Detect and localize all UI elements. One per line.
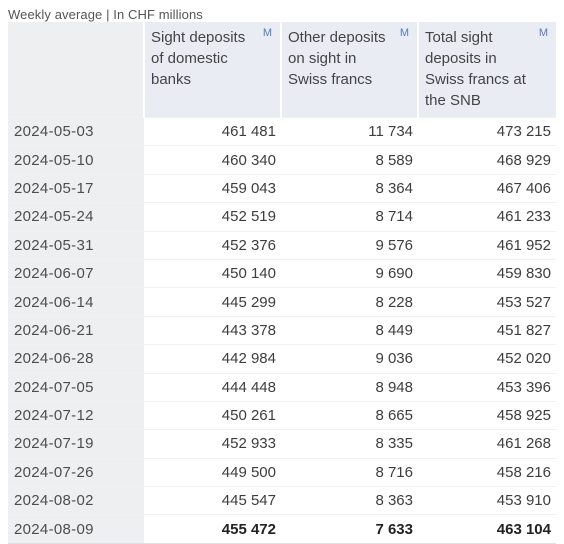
- row-date: 2024-08-02: [8, 486, 144, 515]
- metadata-link[interactable]: M: [538, 27, 548, 39]
- table-cell: 444 448: [144, 372, 281, 402]
- table-row: 2024-06-28 442 984 9 036 452 020: [8, 344, 556, 374]
- table-cell: 461 952: [418, 230, 556, 260]
- row-date: 2024-08-09: [8, 514, 144, 544]
- table-cell: 11 734: [281, 116, 418, 146]
- table-cell: 455 472: [144, 514, 281, 544]
- header-row: Sight deposits of domestic banks M Other…: [8, 22, 556, 118]
- table-cell: 445 547: [144, 486, 281, 515]
- row-date: 2024-06-07: [8, 258, 144, 288]
- table-cell: 467 406: [418, 173, 556, 203]
- column-header-total-deposits: Total sight deposits in Swiss francs at …: [418, 22, 556, 118]
- column-header-label: Total sight deposits in Swiss francs at …: [425, 29, 526, 109]
- column-header-label: Sight deposits of domestic banks: [151, 29, 246, 88]
- table-cell: 443 378: [144, 315, 281, 345]
- table-cell: 8 948: [281, 372, 418, 402]
- table-cell: 8 449: [281, 315, 418, 345]
- table-cell: 8 589: [281, 145, 418, 175]
- table-row: 2024-05-10 460 340 8 589 468 929: [8, 145, 556, 175]
- row-date: 2024-05-03: [8, 116, 144, 146]
- table-cell: 7 633: [281, 514, 418, 544]
- table-cell: 8 364: [281, 173, 418, 203]
- row-date: 2024-07-05: [8, 372, 144, 402]
- sight-deposits-table: Sight deposits of domestic banks M Other…: [8, 22, 556, 544]
- row-date: 2024-07-26: [8, 457, 144, 487]
- table-cell: 473 215: [418, 116, 556, 146]
- row-date: 2024-06-28: [8, 344, 144, 374]
- table-caption: Weekly average | In CHF millions: [8, 7, 203, 22]
- table-cell: 468 929: [418, 145, 556, 175]
- table-cell: 452 519: [144, 202, 281, 232]
- table-cell: 459 043: [144, 173, 281, 203]
- table-cell: 452 376: [144, 230, 281, 260]
- table-cell: 461 481: [144, 116, 281, 146]
- table-row: 2024-07-19 452 933 8 335 461 268: [8, 429, 556, 459]
- table-row: 2024-05-24 452 519 8 714 461 233: [8, 202, 556, 232]
- table-cell: 9 576: [281, 230, 418, 260]
- table-cell: 8 335: [281, 429, 418, 459]
- row-date: 2024-07-19: [8, 429, 144, 459]
- table-cell: 450 140: [144, 258, 281, 288]
- column-header-domestic-banks: Sight deposits of domestic banks M: [144, 22, 282, 118]
- table-cell: 450 261: [144, 400, 281, 430]
- table-row: 2024-07-05 444 448 8 948 453 396: [8, 372, 556, 402]
- column-header-label: Other deposits on sight in Swiss francs: [288, 29, 386, 88]
- table-cell: 8 665: [281, 400, 418, 430]
- table-row: 2024-06-14 445 299 8 228 453 527: [8, 287, 556, 317]
- table-row: 2024-05-31 452 376 9 576 461 952: [8, 230, 556, 260]
- table-row: 2024-06-21 443 378 8 449 451 827: [8, 315, 556, 345]
- table-cell: 451 827: [418, 315, 556, 345]
- table-cell: 445 299: [144, 287, 281, 317]
- table-row: 2024-05-17 459 043 8 364 467 406: [8, 173, 556, 203]
- table-cell: 453 396: [418, 372, 556, 402]
- row-date: 2024-06-21: [8, 315, 144, 345]
- table-cell: 459 830: [418, 258, 556, 288]
- table-cell: 8 228: [281, 287, 418, 317]
- row-date: 2024-05-31: [8, 230, 144, 260]
- table-cell: 452 933: [144, 429, 281, 459]
- table-cell: 461 268: [418, 429, 556, 459]
- table-row: 2024-05-03 461 481 11 734 473 215: [8, 116, 556, 146]
- metadata-link[interactable]: M: [399, 27, 409, 39]
- table-cell: 8 716: [281, 457, 418, 487]
- table-cell: 449 500: [144, 457, 281, 487]
- column-header-other-deposits: Other deposits on sight in Swiss francs …: [281, 22, 419, 118]
- table-row: 2024-08-09 455 472 7 633 463 104: [8, 514, 556, 544]
- row-date: 2024-05-24: [8, 202, 144, 232]
- table-cell: 460 340: [144, 145, 281, 175]
- table-cell: 8 714: [281, 202, 418, 232]
- table-cell: 461 233: [418, 202, 556, 232]
- table-cell: 463 104: [418, 514, 556, 544]
- row-date: 2024-07-12: [8, 400, 144, 430]
- header-corner: [8, 22, 145, 118]
- row-date: 2024-06-14: [8, 287, 144, 317]
- table-row: 2024-07-26 449 500 8 716 458 216: [8, 457, 556, 487]
- table-cell: 8 363: [281, 486, 418, 515]
- table-cell: 453 527: [418, 287, 556, 317]
- table-cell: 452 020: [418, 344, 556, 374]
- row-date: 2024-05-10: [8, 145, 144, 175]
- table-cell: 453 910: [418, 486, 556, 515]
- metadata-link[interactable]: M: [262, 27, 272, 39]
- table-cell: 9 690: [281, 258, 418, 288]
- table-row: 2024-06-07 450 140 9 690 459 830: [8, 258, 556, 288]
- table-cell: 442 984: [144, 344, 281, 374]
- table-cell: 9 036: [281, 344, 418, 374]
- table-cell: 458 925: [418, 400, 556, 430]
- table-row: 2024-07-12 450 261 8 665 458 925: [8, 400, 556, 430]
- row-date: 2024-05-17: [8, 173, 144, 203]
- table-cell: 458 216: [418, 457, 556, 487]
- table-row: 2024-08-02 445 547 8 363 453 910: [8, 486, 556, 515]
- table-body: 2024-05-03 461 481 11 734 473 215 2024-05-10…: [8, 116, 556, 544]
